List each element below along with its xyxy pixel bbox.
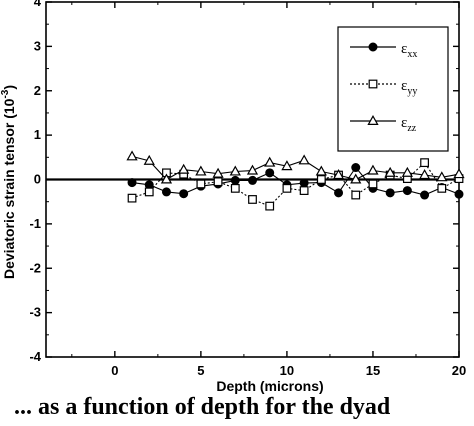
data-point-yy bbox=[196, 179, 206, 189]
data-point-zz bbox=[453, 168, 465, 179]
data-point-zz bbox=[126, 150, 138, 161]
data-point-zz bbox=[384, 166, 396, 177]
x-tick-label: 15 bbox=[366, 363, 380, 378]
data-point-zz bbox=[418, 169, 431, 180]
data-point-xx bbox=[299, 178, 309, 188]
data-point-xx bbox=[420, 190, 430, 200]
data-point-xx bbox=[161, 187, 171, 197]
legend-marker-xx bbox=[368, 42, 378, 52]
data-point-zz bbox=[160, 173, 173, 184]
legend-marker-zz bbox=[367, 114, 379, 126]
legend-symbol: ε bbox=[401, 115, 407, 131]
y-tick-label: 1 bbox=[34, 127, 41, 142]
legend-symbol: ε bbox=[401, 78, 407, 94]
data-point-zz bbox=[178, 163, 190, 174]
x-tick-label: 20 bbox=[452, 363, 466, 378]
data-point-yy bbox=[351, 190, 361, 200]
figure-caption: ... as a function of depth for the dyad bbox=[14, 394, 391, 420]
axis-ticks: 0 5 10 15 20 -4 -3 -2 -1 0 1 2 3 4 bbox=[29, 0, 466, 378]
data-point-xx bbox=[230, 175, 240, 185]
data-point-xx bbox=[402, 186, 412, 196]
y-axis-label-close: ) bbox=[1, 85, 17, 90]
data-point-zz bbox=[264, 156, 276, 167]
data-point-zz bbox=[229, 165, 241, 176]
data-point-yy bbox=[437, 183, 447, 193]
legend-label-xx: εxx bbox=[401, 41, 417, 60]
y-tick-label: -2 bbox=[29, 260, 41, 275]
data-point-zz bbox=[298, 154, 310, 165]
legend-label-zz: εzz bbox=[401, 115, 417, 134]
data-point-xx bbox=[265, 168, 275, 178]
data-point-zz bbox=[315, 165, 327, 176]
series-xx bbox=[127, 163, 464, 200]
y-axis-label-main: Deviatoric strain tensor (10 bbox=[1, 98, 17, 279]
data-point-zz bbox=[246, 164, 259, 175]
legend-box bbox=[337, 26, 449, 152]
data-point-zz bbox=[212, 167, 224, 178]
legend-marker-yy bbox=[368, 79, 378, 89]
data-point-zz bbox=[143, 154, 155, 165]
data-point-yy bbox=[368, 179, 378, 189]
y-tick-label: 4 bbox=[34, 0, 42, 9]
data-point-yy bbox=[144, 187, 154, 197]
y-tick-label: 3 bbox=[34, 38, 41, 53]
data-point-xx bbox=[454, 189, 464, 199]
data-point-zz bbox=[401, 166, 413, 177]
legend-symbol: ε bbox=[401, 41, 407, 57]
data-point-zz bbox=[195, 165, 207, 176]
y-tick-label: -4 bbox=[29, 349, 41, 364]
y-tick-label: 0 bbox=[34, 172, 41, 187]
data-point-xx bbox=[351, 163, 361, 173]
data-point-yy bbox=[282, 183, 292, 193]
data-point-zz bbox=[436, 171, 448, 182]
x-tick-label: 5 bbox=[197, 363, 204, 378]
y-tick-label: 2 bbox=[34, 83, 41, 98]
data-point-yy bbox=[230, 183, 240, 193]
y-axis-label: Deviatoric strain tensor (10-3) bbox=[0, 85, 17, 279]
data-point-xx bbox=[385, 188, 395, 198]
data-point-yy bbox=[127, 193, 137, 203]
legend-subscript: yy bbox=[407, 86, 417, 97]
data-point-xx bbox=[248, 175, 257, 185]
x-tick-label: 0 bbox=[111, 363, 118, 378]
data-point-yy bbox=[248, 195, 257, 204]
series-layer bbox=[126, 150, 465, 211]
y-tick-label: -3 bbox=[29, 305, 41, 320]
data-point-yy bbox=[213, 177, 223, 187]
legend-subscript: zz bbox=[407, 123, 416, 134]
data-point-yy bbox=[265, 201, 275, 211]
data-point-xx bbox=[334, 188, 344, 198]
data-point-xx bbox=[127, 178, 137, 188]
series-zz bbox=[126, 150, 465, 184]
data-point-zz bbox=[367, 164, 379, 175]
data-point-zz bbox=[332, 169, 345, 180]
data-point-zz bbox=[281, 160, 293, 171]
y-axis-label-sup: -3 bbox=[0, 89, 11, 98]
data-point-zz bbox=[350, 173, 362, 184]
data-point-yy bbox=[316, 175, 326, 184]
x-tick-label: 10 bbox=[280, 363, 294, 378]
y-tick-label: -1 bbox=[29, 216, 41, 231]
legend-label-yy: εyy bbox=[401, 78, 417, 97]
data-point-xx bbox=[179, 189, 189, 199]
legend-subscript: xx bbox=[407, 49, 417, 60]
x-axis-label: Depth (microns) bbox=[216, 378, 323, 394]
data-point-yy bbox=[420, 158, 429, 168]
data-point-yy bbox=[299, 186, 309, 195]
